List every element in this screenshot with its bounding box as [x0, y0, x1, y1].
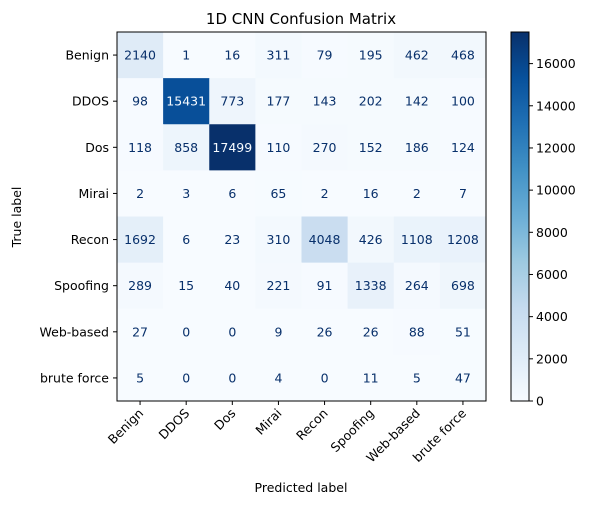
cell-value-label: 23 — [224, 232, 240, 247]
cell-value-label: 310 — [267, 232, 291, 247]
y-tick-label: Spoofing — [54, 278, 109, 293]
cell-value-label: 186 — [405, 140, 429, 155]
cell-value-label: 270 — [313, 140, 337, 155]
cell-value-label: 51 — [455, 324, 471, 339]
colorbar-tick-label: 6000 — [536, 267, 568, 282]
cell-value-label: 16 — [224, 48, 240, 63]
cell-value-label: 698 — [451, 278, 475, 293]
cell-value-label: 6 — [228, 186, 236, 201]
cell-value-label: 2 — [321, 186, 329, 201]
y-tick-label: Web-based — [40, 324, 110, 339]
y-axis-ticks: Benign DDOS Dos Mirai Recon Spoofing Web-based… — [40, 48, 118, 386]
cell-value-label: 9 — [274, 324, 282, 339]
colorbar-tick-label: 0 — [536, 394, 544, 409]
cell-value-label: 5 — [413, 370, 421, 385]
colorbar — [511, 32, 529, 401]
cell-value-label: 202 — [359, 94, 383, 109]
x-tick-label: DDOS — [156, 405, 193, 442]
x-axis-ticks: Benign DDOS Dos Mirai ReconSpoofingWeb-based… — [105, 401, 469, 465]
cell-value-label: 26 — [317, 324, 333, 339]
cell-value-label: 118 — [128, 140, 152, 155]
colorbar-tick-label: 12000 — [536, 140, 576, 155]
x-tick-label: Recon — [293, 406, 331, 444]
cell-value-label: 195 — [359, 48, 383, 63]
cell-value-label: 110 — [267, 140, 291, 155]
cell-value-label: 17499 — [212, 140, 252, 155]
colorbar-tick-label: 4000 — [536, 309, 568, 324]
cell-value-label: 4 — [274, 370, 282, 385]
cell-value-label: 100 — [451, 94, 475, 109]
y-tick-label: DDOS — [72, 94, 109, 109]
x-tick-label: Benign — [105, 406, 146, 447]
cell-value-label: 0 — [321, 370, 329, 385]
cell-value-label: 4048 — [309, 232, 341, 247]
cell-value-label: 27 — [132, 324, 148, 339]
cell-value-label: 11 — [363, 370, 379, 385]
cell-value-label: 124 — [451, 140, 475, 155]
cell-value-label: 462 — [405, 48, 429, 63]
y-tick-label: Mirai — [78, 186, 109, 201]
cell-value-label: 26 — [363, 324, 379, 339]
y-tick-label: Benign — [65, 48, 109, 63]
y-tick-label: brute force — [40, 370, 109, 385]
colorbar-tick-label: 10000 — [536, 183, 576, 198]
cell-value-label: 91 — [317, 278, 333, 293]
cell-value-label: 65 — [270, 186, 286, 201]
cell-value-label: 152 — [359, 140, 383, 155]
y-axis-label: True label — [9, 187, 24, 249]
cell-value-label: 289 — [128, 278, 152, 293]
cell-value-label: 5 — [136, 370, 144, 385]
cell-value-label: 0 — [182, 370, 190, 385]
cell-value-label: 47 — [455, 370, 471, 385]
chart-title: 1D CNN Confusion Matrix — [206, 10, 396, 28]
cell-value-label: 311 — [267, 48, 291, 63]
heatmap-cells — [117, 32, 487, 402]
colorbar-tick-label: 16000 — [536, 56, 576, 71]
cell-value-label: 40 — [224, 278, 240, 293]
cell-value-label: 177 — [267, 94, 291, 109]
cell-value-label: 858 — [174, 140, 198, 155]
cell-value-label: 1338 — [355, 278, 387, 293]
cell-value-label: 88 — [409, 324, 425, 339]
cell-value-label: 7 — [459, 186, 467, 201]
cell-value-label: 98 — [132, 94, 148, 109]
x-tick-label: Mirai — [252, 406, 284, 438]
y-tick-label: Dos — [85, 140, 109, 155]
cell-value-label: 2 — [413, 186, 421, 201]
cell-value-label: 0 — [228, 370, 236, 385]
colorbar-ticks: 0 2000 4000 6000 8000 10000 12000 14000 16000 — [529, 56, 576, 408]
cell-value-label: 1208 — [447, 232, 479, 247]
cell-value-label: 1108 — [401, 232, 433, 247]
colorbar-tick-label: 8000 — [536, 225, 568, 240]
cell-value-label: 0 — [182, 324, 190, 339]
cell-value-label: 773 — [220, 94, 244, 109]
cell-value-label: 426 — [359, 232, 383, 247]
y-tick-label: Recon — [71, 232, 109, 247]
cell-value-label: 0 — [228, 324, 236, 339]
cell-value-label: 3 — [182, 186, 190, 201]
cell-value-label: 143 — [313, 94, 337, 109]
cell-value-label: 1692 — [124, 232, 156, 247]
cell-value-label: 15431 — [166, 94, 206, 109]
cell-value-label: 468 — [451, 48, 475, 63]
cell-value-label: 142 — [405, 94, 429, 109]
cell-value-label: 264 — [405, 278, 429, 293]
colorbar-tick-label: 2000 — [536, 351, 568, 366]
cell-value-label: 6 — [182, 232, 190, 247]
x-axis-label: Predicted label — [255, 480, 348, 495]
colorbar-tick-label: 14000 — [536, 98, 576, 113]
cell-value-label: 79 — [317, 48, 333, 63]
cell-value-label: 221 — [267, 278, 291, 293]
cell-value-label: 2140 — [124, 48, 156, 63]
cell-value-label: 15 — [178, 278, 194, 293]
x-tick-label: Dos — [211, 406, 238, 433]
cell-value-label: 2 — [136, 186, 144, 201]
cell-value-label: 1 — [182, 48, 190, 63]
cell-value-label: 16 — [363, 186, 379, 201]
